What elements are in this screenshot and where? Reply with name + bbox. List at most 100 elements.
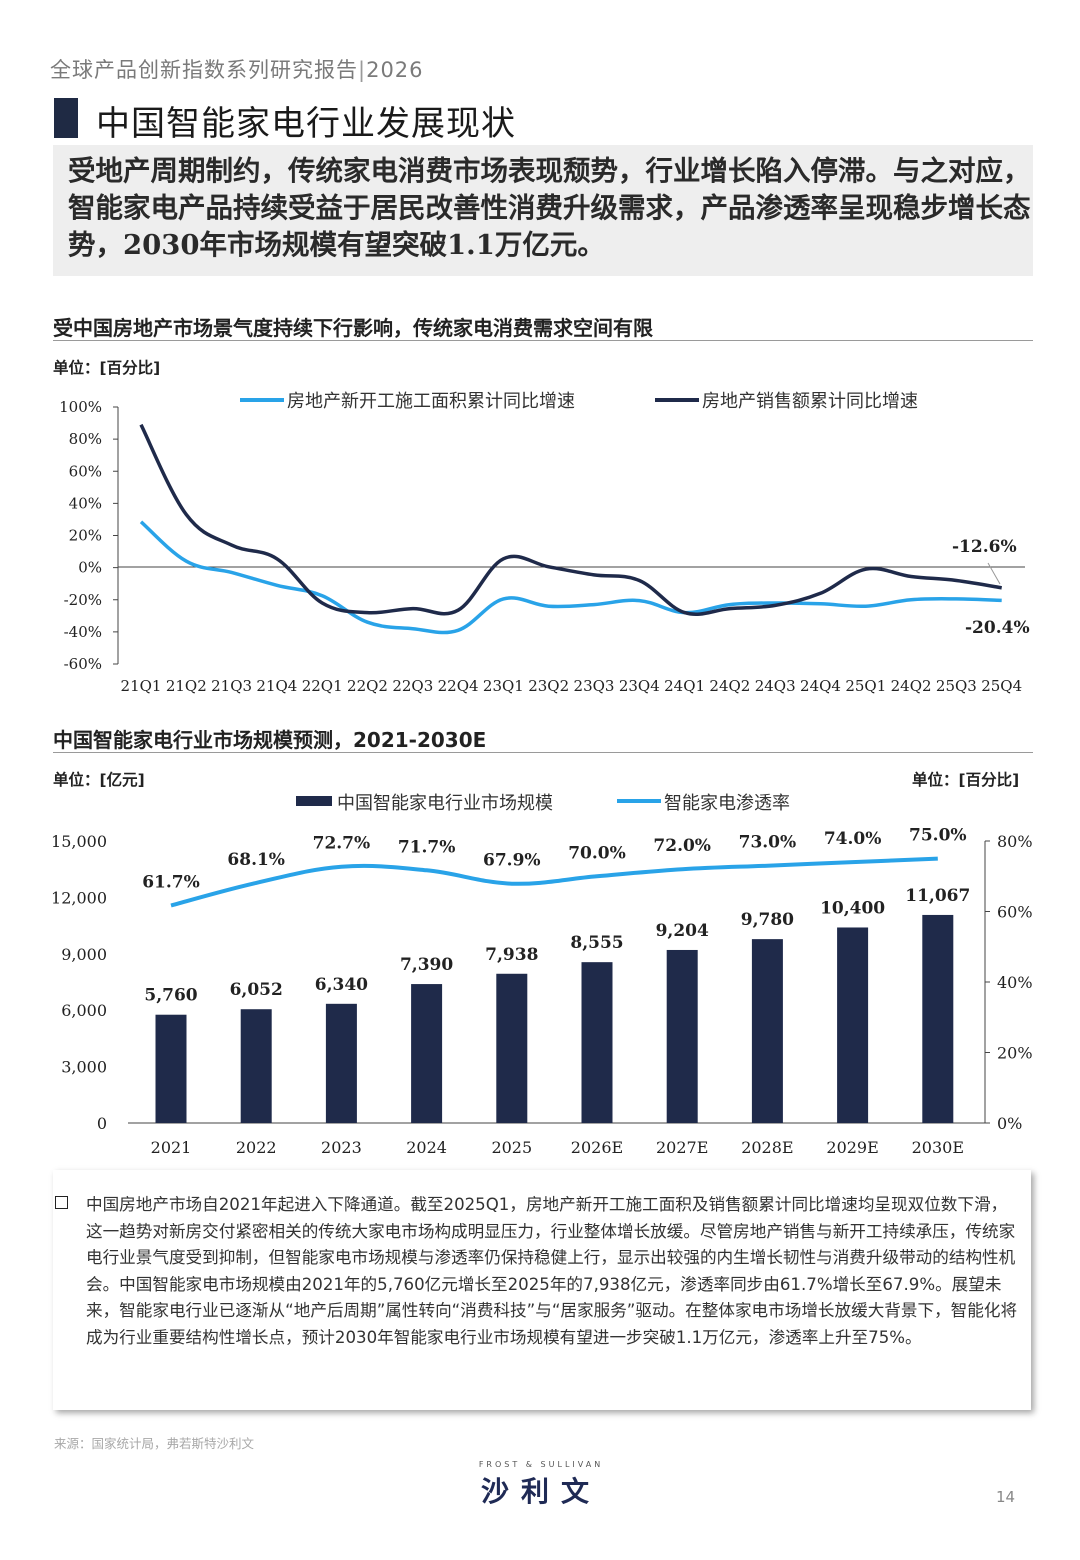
series-line-penetration (170, 856, 938, 908)
y-tick-label: 0 (97, 1114, 107, 1133)
x-tick-label: 25Q1 (845, 677, 886, 695)
x-tick-label: 2025 (491, 1138, 532, 1157)
bar-market-size (411, 984, 443, 1123)
x-tick-label: 25Q3 (936, 677, 977, 695)
analysis-text: 中国房地产市场自2021年起进入下降通道。截至2025Q1，房地产新开工施工面积… (86, 1195, 1018, 1347)
x-tick-label: 24Q2 (891, 677, 932, 695)
x-tick-label: 2024 (406, 1138, 447, 1157)
bar-value-label: 7,390 (400, 955, 453, 975)
y-tick-label: 6,000 (61, 1001, 107, 1020)
line-chart: 100%80%60%40%20%0%-20%-40%-60% 21Q1 21Q2 2… (59, 391, 1030, 695)
bar-market-size (496, 973, 528, 1123)
y-tick-label: -40% (64, 623, 102, 641)
report-series: 全球产品创新指数系列研究报告 (50, 58, 358, 82)
x-tick-label: 21Q1 (121, 677, 162, 695)
y-tick-label: 9,000 (61, 945, 107, 964)
penetration-value-label: 75.0% (909, 826, 967, 846)
logo-english: FROST & SULLIVAN (478, 1460, 604, 1469)
legend-label-penetration: 智能家电渗透率 (664, 793, 790, 814)
chart1-title-divider (53, 340, 1033, 341)
checkbox-bullet-icon (55, 1196, 68, 1209)
bar-market-size (922, 914, 954, 1123)
bar-market-size (751, 939, 783, 1123)
page-title: 中国智能家电行业发展现状 (96, 104, 516, 144)
y2-tick-label: 0% (997, 1114, 1022, 1133)
annotation-leader-line (987, 562, 1001, 585)
summary-box (53, 145, 1033, 276)
chart2-unit-left: 单位：[亿元] (53, 771, 145, 789)
x-tick-label: 2023 (321, 1138, 362, 1157)
source-note: 来源：国家统计局，弗若斯特沙利文 (54, 1436, 255, 1451)
y-tick-label: 40% (69, 494, 102, 512)
x-tick-label: 24Q2 (709, 677, 750, 695)
penetration-value-label: 74.0% (824, 829, 882, 849)
legend-swatch-market-size (296, 796, 332, 806)
y-tick-label: 0% (78, 559, 102, 577)
bar-market-size (581, 962, 613, 1123)
x-tick-label: 22Q2 (347, 677, 388, 695)
legend-label-market-size: 中国智能家电行业市场规模 (337, 793, 553, 814)
chart2-title: 中国智能家电行业市场规模预测，2021-2030E (53, 728, 487, 752)
y-tick-label: 15,000 (51, 832, 107, 851)
y-tick-label: -20% (64, 591, 102, 609)
x-tick-label: 2030E (912, 1138, 964, 1157)
x-tick-label: 25Q4 (981, 677, 1022, 695)
report-header: 全球产品创新指数系列研究报告|2026 (50, 58, 424, 82)
x-tick-label: 24Q3 (755, 677, 796, 695)
penetration-value-label: 72.0% (653, 836, 711, 856)
x-tick-label: 23Q1 (483, 677, 524, 695)
bar-value-label: 11,067 (905, 886, 970, 906)
x-tick-label: 2027E (656, 1138, 708, 1157)
bar-value-label: 10,400 (820, 898, 885, 918)
x-tick-label: 22Q3 (392, 677, 433, 695)
y2-tick-label: 80% (997, 832, 1033, 851)
penetration-value-label: 71.7% (398, 837, 456, 857)
chart1-unit: 单位：[百分比] (53, 359, 161, 377)
x-tick-label: 2029E (826, 1138, 878, 1157)
y-tick-label: 3,000 (61, 1058, 107, 1077)
series-line-new-construction (139, 520, 1002, 635)
x-tick-label: 2022 (236, 1138, 277, 1157)
x-tick-label: 23Q2 (528, 677, 569, 695)
bar-value-label: 9,204 (656, 921, 709, 941)
bar-value-label: 5,760 (144, 986, 197, 1006)
y2-tick-label: 60% (997, 903, 1033, 922)
y-tick-label: 12,000 (51, 888, 107, 907)
annotation-sales-last: -12.6% (952, 537, 1017, 557)
legend-label-new-construction: 房地产新开工施工面积累计同比增速 (287, 391, 575, 412)
x-tick-label: 21Q4 (256, 677, 297, 695)
title-accent-bar (54, 98, 78, 138)
x-tick-label: 24Q4 (800, 677, 841, 695)
page-number: 14 (996, 1488, 1016, 1506)
bar-value-label: 6,340 (315, 975, 368, 995)
x-tick-label: 21Q3 (211, 677, 252, 695)
x-tick-label: 22Q4 (438, 677, 479, 695)
y-tick-label: 100% (59, 398, 102, 416)
annotation-construction-last: -20.4% (965, 618, 1030, 638)
summary-text: 受地产周期制约，传统家电消费市场表现颓势，行业增长陷入停滞。与之对应，智能家电产… (68, 155, 1031, 261)
bar-market-size (155, 1014, 187, 1123)
bar-market-size (837, 927, 869, 1123)
x-tick-label: 2026E (571, 1138, 623, 1157)
report-year: 2026 (366, 58, 424, 82)
y2-tick-label: 20% (997, 1044, 1033, 1063)
chart1-title: 受中国房地产市场景气度持续下行影响，传统家电消费需求空间有限 (53, 316, 653, 340)
bar-value-label: 6,052 (230, 980, 283, 1000)
y-tick-label: 60% (69, 462, 102, 480)
logo-chinese: 沙利文 (480, 1475, 601, 1508)
x-tick-label: 22Q1 (302, 677, 343, 695)
penetration-value-label: 73.0% (739, 833, 797, 853)
bar-line-chart: 15,000 12,000 9,000 6,000 3,000 0 80% 60% 40% 20… (51, 793, 1033, 1157)
bar-market-size (240, 1009, 272, 1123)
x-tick-label: 2021 (151, 1138, 192, 1157)
y-tick-label: -60% (64, 655, 102, 673)
y-tick-label: 20% (69, 527, 102, 545)
penetration-value-label: 61.7% (142, 873, 200, 893)
bar-value-label: 8,555 (570, 933, 623, 953)
analysis-box (53, 1170, 1031, 1410)
y-tick-label: 80% (69, 430, 102, 448)
x-tick-label: 24Q1 (664, 677, 705, 695)
legend-label-sales: 房地产销售额累计同比增速 (702, 391, 918, 412)
penetration-value-label: 68.1% (227, 850, 285, 870)
bar-value-label: 7,938 (485, 945, 538, 965)
